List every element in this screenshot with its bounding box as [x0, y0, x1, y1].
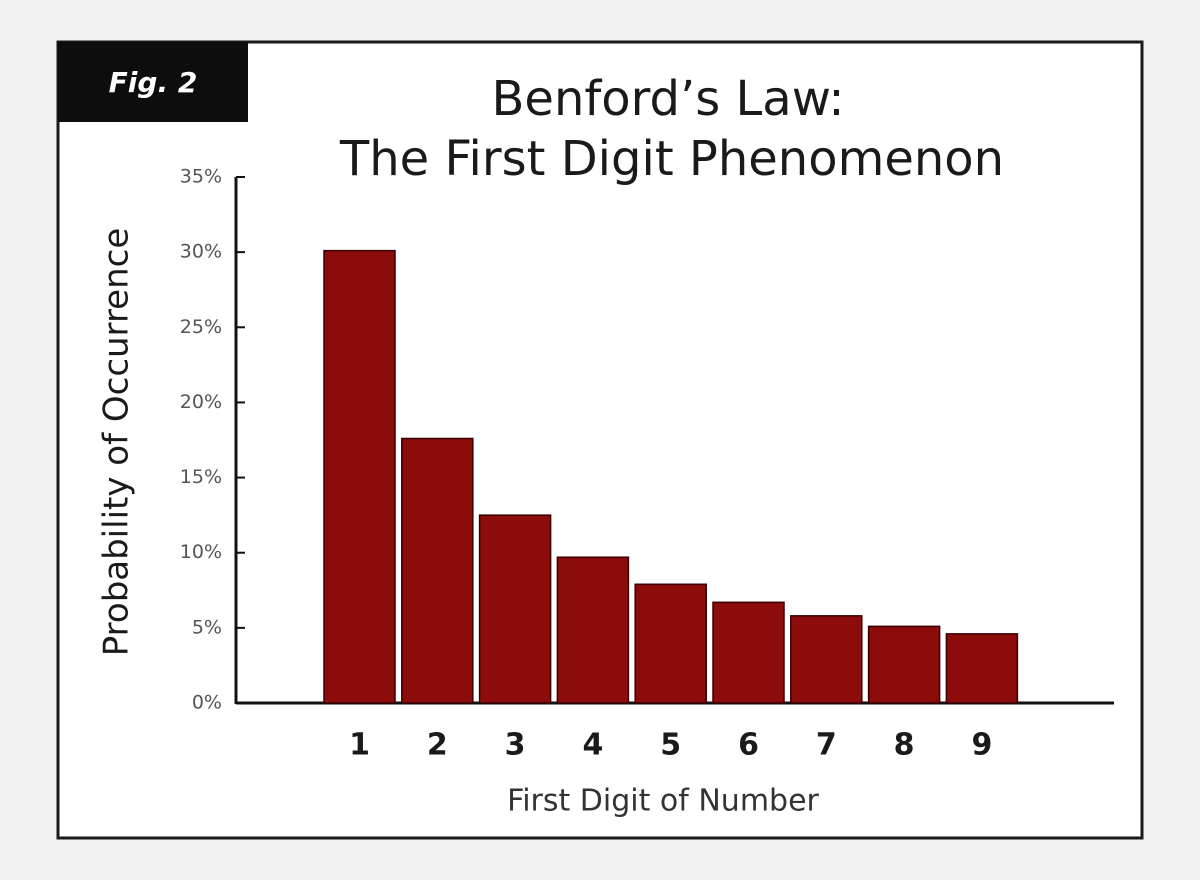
y-tick-label: 20% — [180, 391, 222, 413]
chart-subtitle: The First Digit Phenomenon — [339, 131, 1004, 187]
y-tick-label: 25% — [180, 316, 222, 338]
bar — [401, 437, 474, 704]
chart-title: Benford’s Law: — [492, 71, 845, 127]
x-tick-label: 8 — [894, 728, 915, 763]
x-tick-label: 2 — [427, 728, 448, 763]
x-tick-label: 6 — [738, 728, 759, 763]
bar — [867, 625, 941, 704]
y-tick-label: 5% — [192, 616, 222, 638]
bar — [478, 514, 552, 704]
figure-label: Fig. 2 — [109, 66, 198, 99]
y-tick-label: 30% — [180, 241, 222, 263]
bar — [712, 601, 785, 704]
y-tick-label: 10% — [180, 541, 222, 563]
x-tick-label: 9 — [971, 728, 992, 763]
bar — [634, 583, 707, 704]
bar — [945, 633, 1019, 704]
x-tick-label: 4 — [582, 728, 603, 763]
y-axis-label: Probability of Occurrence — [97, 228, 137, 657]
y-tick-label: 15% — [180, 466, 222, 488]
x-tick-label: 5 — [660, 728, 681, 763]
chart-frame — [56, 40, 1144, 840]
x-axis-label: First Digit of Number — [507, 784, 819, 819]
bar — [323, 249, 396, 704]
y-tick-label: 35% — [180, 166, 222, 188]
bar — [790, 615, 863, 704]
figure-label-box — [58, 42, 248, 122]
x-tick-label: 1 — [349, 728, 370, 763]
y-tick-label: 0% — [192, 692, 222, 714]
bar — [556, 556, 630, 704]
x-tick-label: 3 — [505, 728, 526, 763]
x-tick-label: 7 — [816, 728, 837, 763]
